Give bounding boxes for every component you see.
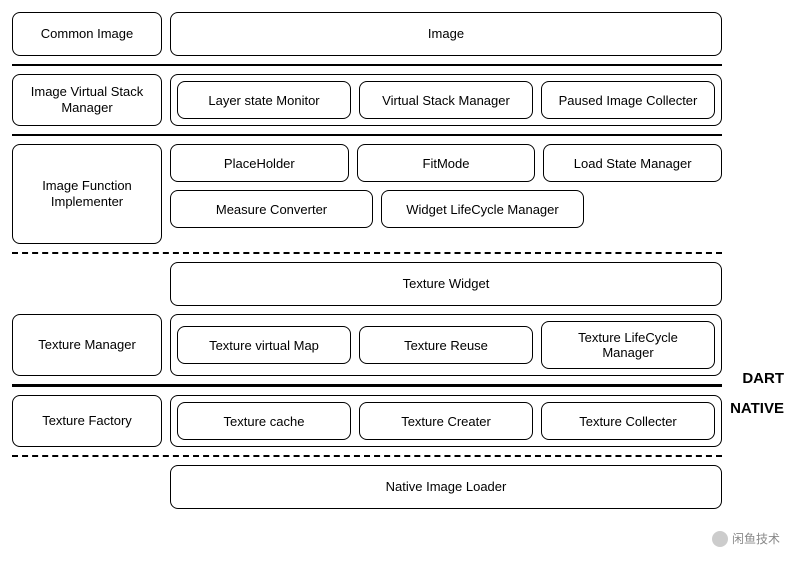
divider-3 (12, 252, 722, 254)
watermark-text: 闲鱼技术 (732, 530, 780, 547)
box-texture-cache: Texture cache (177, 402, 351, 440)
box-layer-state-monitor: Layer state Monitor (177, 81, 351, 119)
box-widget-lifecycle-manager: Widget LifeCycle Manager (381, 190, 584, 228)
divider-dart-native (12, 384, 722, 387)
divider-1 (12, 64, 722, 66)
box-texture-manager: Texture Manager (12, 314, 162, 376)
box-texture-collecter: Texture Collecter (541, 402, 715, 440)
box-measure-converter: Measure Converter (170, 190, 373, 228)
row-texture-factory: Texture Factory Texture cache Texture Cr… (12, 395, 722, 447)
box-texture-widget: Texture Widget (170, 262, 722, 306)
box-image-function-implementer: Image Function Implementer (12, 144, 162, 244)
box-native-image-loader: Native Image Loader (170, 465, 722, 509)
row-common-image: Common Image Image (12, 12, 722, 56)
watermark: 闲鱼技术 (712, 530, 780, 547)
spacer-texture-widget (12, 262, 162, 306)
watermark-icon (712, 531, 728, 547)
box-image-virtual-stack-manager: Image Virtual Stack Manager (12, 74, 162, 126)
box-texture-reuse: Texture Reuse (359, 326, 533, 364)
label-dart: DART (742, 370, 784, 387)
box-placeholder: PlaceHolder (170, 144, 349, 182)
row-virtual-stack: Image Virtual Stack Manager Layer state … (12, 74, 722, 126)
row-function-implementer: Image Function Implementer PlaceHolder F… (12, 144, 722, 244)
spacer-native-loader (12, 465, 162, 509)
box-image: Image (170, 12, 722, 56)
row-native-image-loader: Native Image Loader (12, 465, 722, 509)
row-texture-widget: Texture Widget (12, 262, 722, 306)
box-texture-lifecycle-manager: Texture LifeCycle Manager (541, 321, 715, 369)
box-fitmode: FitMode (357, 144, 536, 182)
box-texture-creater: Texture Creater (359, 402, 533, 440)
box-load-state-manager: Load State Manager (543, 144, 722, 182)
row-texture-manager: Texture Manager Texture virtual Map Text… (12, 314, 722, 376)
box-virtual-stack-manager: Virtual Stack Manager (359, 81, 533, 119)
divider-2 (12, 134, 722, 136)
container-virtual-stack: Layer state Monitor Virtual Stack Manage… (170, 74, 722, 126)
container-texture-factory: Texture cache Texture Creater Texture Co… (170, 395, 722, 447)
container-texture-manager: Texture virtual Map Texture Reuse Textur… (170, 314, 722, 376)
label-native: NATIVE (730, 400, 784, 417)
divider-6 (12, 455, 722, 457)
box-common-image: Common Image (12, 12, 162, 56)
box-texture-virtual-map: Texture virtual Map (177, 326, 351, 364)
box-texture-factory: Texture Factory (12, 395, 162, 447)
box-paused-image-collecter: Paused Image Collecter (541, 81, 715, 119)
container-function-implementer: PlaceHolder FitMode Load State Manager M… (170, 144, 722, 244)
